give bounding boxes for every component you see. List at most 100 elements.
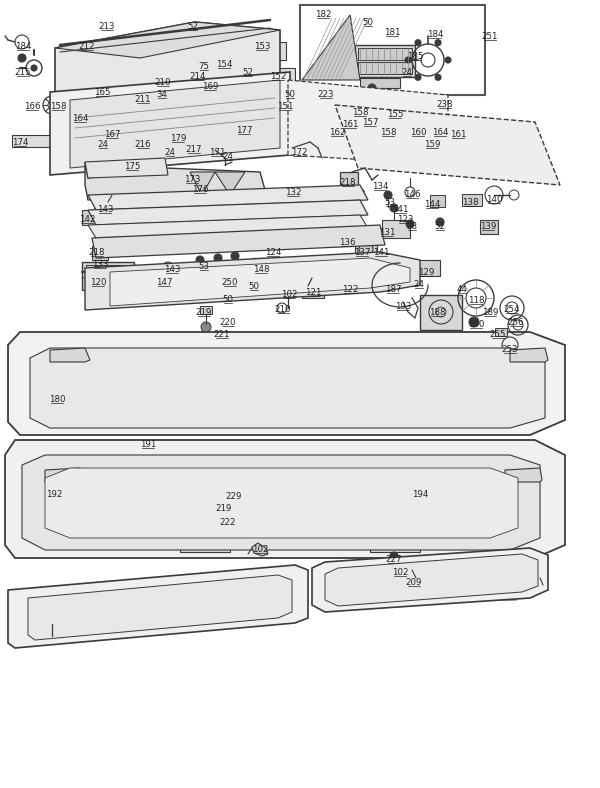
Circle shape xyxy=(196,256,204,264)
Text: 189: 189 xyxy=(482,308,498,317)
Text: 144: 144 xyxy=(424,200,440,209)
Text: 213: 213 xyxy=(99,22,115,31)
Text: 219: 219 xyxy=(196,308,212,317)
Circle shape xyxy=(347,129,353,135)
Text: 143: 143 xyxy=(164,265,180,274)
Text: 118: 118 xyxy=(468,296,484,305)
Bar xyxy=(198,68,210,76)
Bar xyxy=(340,172,358,192)
Bar xyxy=(373,567,391,573)
Text: 158: 158 xyxy=(50,102,66,111)
Polygon shape xyxy=(110,258,410,306)
Circle shape xyxy=(417,137,423,143)
Text: 24: 24 xyxy=(413,280,425,289)
Bar xyxy=(418,260,440,276)
Polygon shape xyxy=(510,348,548,362)
Polygon shape xyxy=(85,162,265,200)
Bar xyxy=(355,242,377,256)
Bar xyxy=(398,585,416,591)
Text: 190: 190 xyxy=(468,320,484,329)
Text: 238: 238 xyxy=(437,100,453,109)
Circle shape xyxy=(166,148,174,156)
Text: 146: 146 xyxy=(404,190,420,199)
Circle shape xyxy=(18,54,26,62)
Bar xyxy=(222,502,234,509)
Text: 167: 167 xyxy=(104,130,120,139)
Polygon shape xyxy=(312,548,548,612)
Text: 254: 254 xyxy=(504,305,520,314)
Bar xyxy=(423,576,441,582)
Circle shape xyxy=(201,322,211,332)
Polygon shape xyxy=(28,575,292,640)
Bar xyxy=(348,594,366,600)
Circle shape xyxy=(469,145,475,151)
Polygon shape xyxy=(22,455,540,550)
Circle shape xyxy=(60,103,70,113)
Circle shape xyxy=(445,141,451,147)
Polygon shape xyxy=(288,80,448,165)
Bar xyxy=(228,490,238,500)
Text: 217: 217 xyxy=(186,145,202,154)
Text: 155: 155 xyxy=(387,110,403,119)
Circle shape xyxy=(224,151,232,159)
Circle shape xyxy=(31,65,37,71)
Text: 137: 137 xyxy=(354,248,370,257)
Text: 174: 174 xyxy=(12,138,28,147)
Text: 214: 214 xyxy=(190,72,206,81)
Text: 50: 50 xyxy=(223,295,233,304)
Bar xyxy=(72,115,86,123)
Text: 140: 140 xyxy=(486,195,502,204)
Bar xyxy=(348,585,366,591)
Bar xyxy=(358,62,412,74)
Text: 24: 24 xyxy=(164,148,176,157)
Bar xyxy=(398,594,416,600)
Text: 192: 192 xyxy=(46,490,62,499)
Text: 215: 215 xyxy=(15,68,31,77)
Circle shape xyxy=(493,149,499,155)
Polygon shape xyxy=(325,554,538,606)
Text: 256: 256 xyxy=(508,318,524,327)
Text: 142: 142 xyxy=(79,215,95,224)
Bar xyxy=(348,576,366,582)
Circle shape xyxy=(95,248,105,258)
Bar xyxy=(448,567,466,573)
Text: 24: 24 xyxy=(97,140,109,149)
Polygon shape xyxy=(92,225,385,258)
Polygon shape xyxy=(70,80,280,168)
Polygon shape xyxy=(302,15,360,80)
Bar xyxy=(12,135,57,147)
Bar xyxy=(230,482,370,540)
Text: 121: 121 xyxy=(305,288,321,297)
Text: 253: 253 xyxy=(502,345,518,354)
Circle shape xyxy=(204,56,212,64)
Bar xyxy=(498,576,516,582)
Bar xyxy=(373,594,391,600)
Text: 124: 124 xyxy=(265,248,281,257)
Text: 34: 34 xyxy=(157,90,167,99)
Text: 131: 131 xyxy=(379,228,395,237)
Circle shape xyxy=(166,266,170,270)
Bar xyxy=(205,78,220,86)
Text: 188: 188 xyxy=(429,308,445,317)
Circle shape xyxy=(159,275,165,281)
Text: 164: 164 xyxy=(432,128,448,137)
Bar xyxy=(473,585,491,591)
Bar xyxy=(473,594,491,600)
Text: 164: 164 xyxy=(72,114,88,123)
Text: 158: 158 xyxy=(352,108,368,117)
Bar xyxy=(462,194,482,206)
Polygon shape xyxy=(85,252,420,310)
Text: 176: 176 xyxy=(192,185,208,194)
Bar xyxy=(218,268,270,293)
Circle shape xyxy=(396,564,404,572)
Text: 161: 161 xyxy=(450,130,466,139)
Bar xyxy=(473,567,491,573)
Bar xyxy=(178,140,186,148)
Circle shape xyxy=(410,574,418,582)
Bar xyxy=(473,576,491,582)
Text: 179: 179 xyxy=(170,134,186,143)
Polygon shape xyxy=(50,348,90,362)
Bar xyxy=(92,246,108,260)
Text: 218: 218 xyxy=(89,248,105,257)
Polygon shape xyxy=(85,158,168,178)
